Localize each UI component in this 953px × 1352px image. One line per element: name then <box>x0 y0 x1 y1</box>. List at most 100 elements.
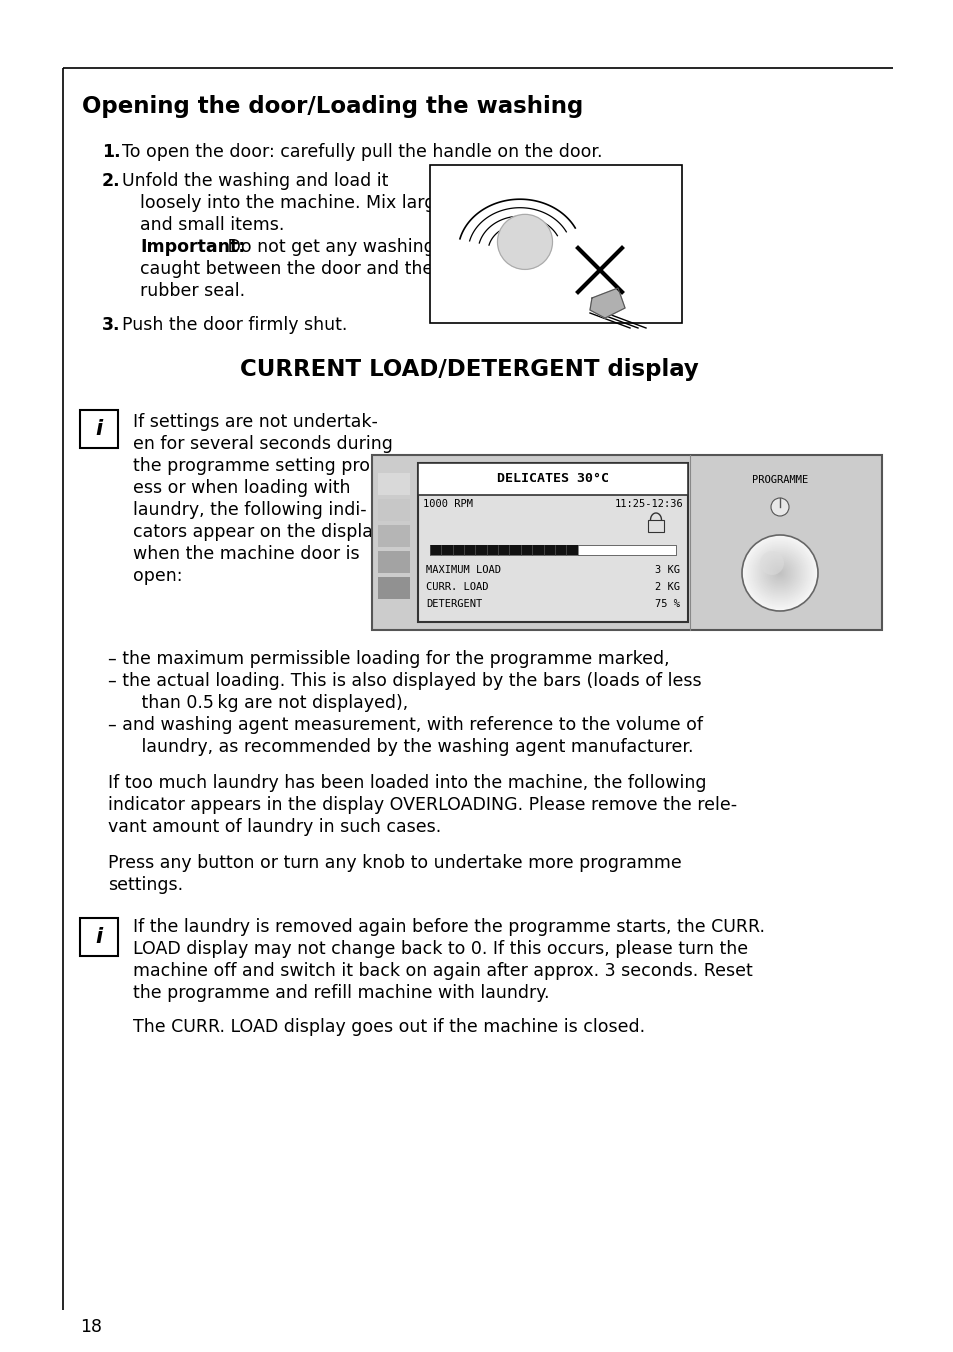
Text: the programme and refill machine with laundry.: the programme and refill machine with la… <box>132 984 549 1002</box>
Circle shape <box>774 568 784 579</box>
Text: 2.: 2. <box>102 172 120 191</box>
Text: 3.: 3. <box>102 316 120 334</box>
Circle shape <box>778 571 781 575</box>
Text: i: i <box>95 419 103 439</box>
Circle shape <box>751 545 807 602</box>
Text: the programme setting proc-: the programme setting proc- <box>132 457 386 475</box>
Circle shape <box>770 564 788 581</box>
Bar <box>377 473 410 495</box>
Text: laundry, the following indi-: laundry, the following indi- <box>132 502 366 519</box>
Text: ess or when loading with: ess or when loading with <box>132 479 350 498</box>
Circle shape <box>773 566 785 579</box>
Bar <box>377 525 410 548</box>
Text: settings.: settings. <box>108 876 183 894</box>
Text: indicator appears in the display OVERLOADING. Please remove the rele-: indicator appears in the display OVERLOA… <box>108 796 737 814</box>
Text: 1000 RPM: 1000 RPM <box>422 499 473 508</box>
Bar <box>80 410 118 448</box>
Circle shape <box>760 554 799 592</box>
Text: PROGRAMME: PROGRAMME <box>751 475 807 485</box>
Text: caught between the door and the: caught between the door and the <box>140 260 433 279</box>
Text: MAXIMUM LOAD: MAXIMUM LOAD <box>426 565 500 575</box>
Text: open:: open: <box>132 566 182 585</box>
Circle shape <box>749 544 809 603</box>
Circle shape <box>769 562 789 583</box>
Circle shape <box>763 557 795 589</box>
Text: en for several seconds during: en for several seconds during <box>132 435 393 453</box>
Text: DELICATES 30°C: DELICATES 30°C <box>497 472 608 485</box>
Text: 75 %: 75 % <box>655 599 679 608</box>
Circle shape <box>770 498 788 516</box>
Circle shape <box>776 571 782 576</box>
Text: loosely into the machine. Mix large: loosely into the machine. Mix large <box>140 193 446 212</box>
Text: vant amount of laundry in such cases.: vant amount of laundry in such cases. <box>108 818 441 836</box>
Text: 3 KG: 3 KG <box>655 565 679 575</box>
Circle shape <box>746 539 812 606</box>
Text: The CURR. LOAD display goes out if the machine is closed.: The CURR. LOAD display goes out if the m… <box>132 1018 644 1036</box>
Text: 2 KG: 2 KG <box>655 581 679 592</box>
Circle shape <box>747 541 811 604</box>
Bar <box>430 165 681 323</box>
Circle shape <box>767 561 791 585</box>
Circle shape <box>757 550 802 596</box>
Circle shape <box>742 535 816 610</box>
Text: Push the door firmly shut.: Push the door firmly shut. <box>122 316 347 334</box>
Text: 1.: 1. <box>102 143 120 161</box>
Ellipse shape <box>497 215 552 269</box>
Circle shape <box>758 552 801 595</box>
Text: Unfold the washing and load it: Unfold the washing and load it <box>122 172 388 191</box>
Circle shape <box>760 552 783 575</box>
Text: 11:25-12:36: 11:25-12:36 <box>614 499 682 508</box>
Circle shape <box>754 548 804 598</box>
Bar <box>430 545 676 556</box>
Text: when the machine door is: when the machine door is <box>132 545 359 562</box>
Text: If settings are not undertak-: If settings are not undertak- <box>132 412 377 431</box>
Text: DETERGENT: DETERGENT <box>426 599 482 608</box>
Bar <box>372 456 882 630</box>
Text: To open the door: carefully pull the handle on the door.: To open the door: carefully pull the han… <box>122 143 602 161</box>
Circle shape <box>765 558 793 587</box>
Text: – and washing agent measurement, with reference to the volume of: – and washing agent measurement, with re… <box>108 717 702 734</box>
Text: and small items.: and small items. <box>140 216 284 234</box>
Text: rubber seal.: rubber seal. <box>140 283 245 300</box>
Text: Press any button or turn any knob to undertake more programme: Press any button or turn any knob to und… <box>108 854 681 872</box>
Circle shape <box>772 566 786 580</box>
Bar <box>647 521 663 531</box>
Circle shape <box>743 537 815 608</box>
Text: i: i <box>95 927 103 946</box>
Text: cators appear on the display: cators appear on the display <box>132 523 383 541</box>
Bar <box>430 545 577 556</box>
Circle shape <box>771 565 787 581</box>
Circle shape <box>766 560 792 585</box>
Circle shape <box>748 542 810 604</box>
Circle shape <box>779 572 781 575</box>
Circle shape <box>775 569 783 577</box>
Text: CURRENT LOAD/DETERGENT display: CURRENT LOAD/DETERGENT display <box>240 358 698 381</box>
Circle shape <box>744 538 814 608</box>
Polygon shape <box>589 288 624 318</box>
Text: – the maximum permissible loading for the programme marked,: – the maximum permissible loading for th… <box>108 650 669 668</box>
Bar <box>417 462 687 622</box>
Text: 18: 18 <box>80 1318 102 1336</box>
Circle shape <box>741 535 817 611</box>
Circle shape <box>764 558 794 588</box>
Circle shape <box>752 546 806 600</box>
Text: LOAD display may not change back to 0. If this occurs, please turn the: LOAD display may not change back to 0. I… <box>132 940 747 959</box>
Circle shape <box>761 556 797 591</box>
Bar <box>377 552 410 573</box>
Text: Opening the door/Loading the washing: Opening the door/Loading the washing <box>82 95 582 118</box>
Text: than 0.5 kg are not displayed),: than 0.5 kg are not displayed), <box>125 694 408 713</box>
Bar <box>417 462 687 495</box>
Text: If too much laundry has been loaded into the machine, the following: If too much laundry has been loaded into… <box>108 773 706 792</box>
Circle shape <box>768 562 790 584</box>
Circle shape <box>762 556 796 589</box>
Text: Important:: Important: <box>140 238 245 256</box>
Circle shape <box>760 553 800 594</box>
Text: machine off and switch it back on again after approx. 3 seconds. Reset: machine off and switch it back on again … <box>132 963 752 980</box>
Bar <box>377 499 410 521</box>
Text: CURR. LOAD: CURR. LOAD <box>426 581 488 592</box>
Bar <box>80 918 118 956</box>
Text: If the laundry is removed again before the programme starts, the CURR.: If the laundry is removed again before t… <box>132 918 764 936</box>
Circle shape <box>753 548 805 599</box>
Text: – the actual loading. This is also displayed by the bars (loads of less: – the actual loading. This is also displ… <box>108 672 700 690</box>
Circle shape <box>750 544 808 602</box>
